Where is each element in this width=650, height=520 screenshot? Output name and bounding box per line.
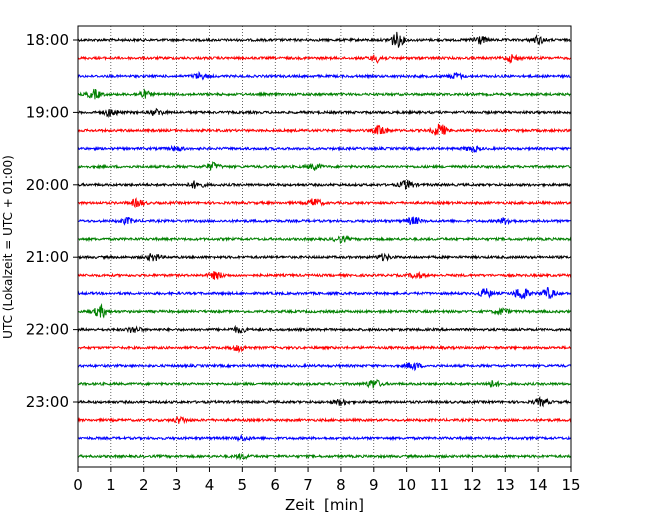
trace-line xyxy=(77,433,572,443)
trace-line xyxy=(77,197,572,209)
trace-line xyxy=(77,287,572,300)
trace-line xyxy=(77,395,572,408)
trace-line xyxy=(77,123,572,136)
trace-line xyxy=(77,271,572,280)
trace-line xyxy=(77,88,572,100)
x-tick-label: 6 xyxy=(270,476,280,494)
trace-line xyxy=(77,31,572,48)
y-tick-label: 21:00 xyxy=(26,248,69,266)
trace-line xyxy=(77,107,572,119)
y-tick-label: 19:00 xyxy=(26,103,69,121)
x-tick-label: 15 xyxy=(561,476,580,494)
x-tick-label: 0 xyxy=(73,476,83,494)
trace-line xyxy=(77,362,572,372)
y-tick-label: 20:00 xyxy=(26,176,69,194)
plot-frame xyxy=(77,25,572,468)
x-tick-label: 10 xyxy=(397,476,416,494)
trace-line xyxy=(77,344,572,354)
trace-line xyxy=(77,252,572,262)
trace-line xyxy=(77,324,572,334)
trace-line xyxy=(77,70,572,81)
trace-line xyxy=(77,302,572,319)
y-axis-label: UTC (Lokalzeit = UTC + 01:00) xyxy=(1,155,15,339)
x-tick-label: 4 xyxy=(205,476,215,494)
trace-line xyxy=(77,144,572,153)
trace-line xyxy=(77,161,572,171)
trace-line xyxy=(77,378,572,389)
x-axis: 0 1 2 3 4 5 6 7 8 9 10 11 12 13 14 15 xyxy=(73,467,581,494)
x-tick-label: 13 xyxy=(496,476,515,494)
trace-line xyxy=(77,179,572,190)
trace-line xyxy=(77,216,572,226)
trace-line xyxy=(77,235,572,245)
x-tick-label: 12 xyxy=(463,476,482,494)
y-tick-label: 18:00 xyxy=(26,31,69,49)
x-tick-label: 7 xyxy=(303,476,313,494)
x-tick-label: 3 xyxy=(172,476,182,494)
trace-line xyxy=(77,53,572,65)
trace-line xyxy=(77,453,572,461)
x-tick-label: 11 xyxy=(430,476,449,494)
trace-line xyxy=(77,415,572,425)
x-tick-label: 14 xyxy=(529,476,548,494)
x-tick-label: 1 xyxy=(106,476,116,494)
y-tick-label: 22:00 xyxy=(26,321,69,339)
x-tick-label: 9 xyxy=(369,476,379,494)
x-tick-label: 2 xyxy=(139,476,149,494)
x-axis-label: Zeit [min] xyxy=(285,496,364,514)
y-tick-label: 23:00 xyxy=(26,393,69,411)
trace-group xyxy=(77,31,572,461)
x-tick-label: 5 xyxy=(238,476,248,494)
y-axis: 18:00 19:00 20:00 21:00 22:00 23:00 xyxy=(26,31,78,411)
x-tick-label: 8 xyxy=(336,476,346,494)
